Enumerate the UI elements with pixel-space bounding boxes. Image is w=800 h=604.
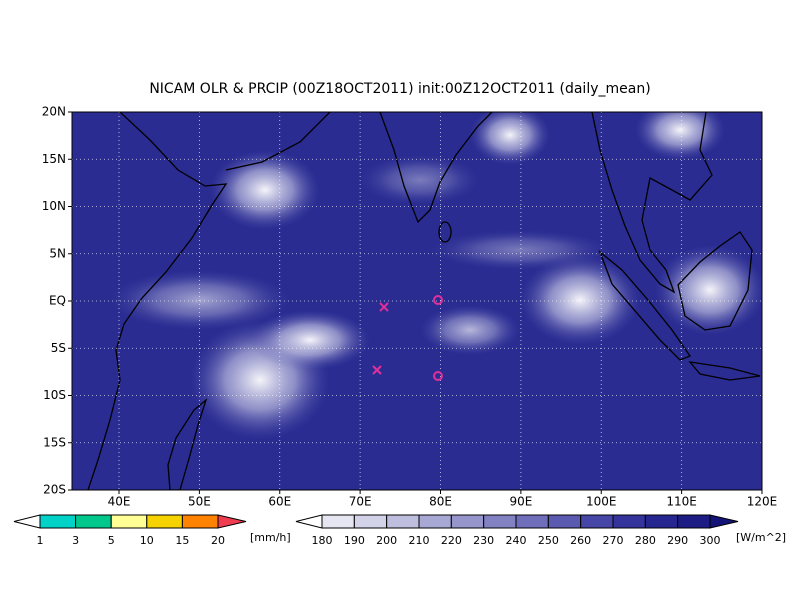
- legend-label: 190: [344, 534, 365, 547]
- lat-label: 5S: [51, 341, 66, 355]
- markers: [372, 295, 443, 381]
- legend-swatch: [450, 514, 485, 529]
- legend-label: 20: [211, 534, 225, 547]
- legend-label: 300: [700, 534, 721, 547]
- lat-label: 20N: [42, 105, 66, 119]
- legend-label: 1: [37, 534, 44, 547]
- legend-swatch: [580, 514, 614, 529]
- legend-arrow: [217, 514, 247, 529]
- legend-swatch: [418, 514, 452, 529]
- legend-swatch: [181, 514, 219, 529]
- legend-swatch: [321, 514, 355, 529]
- legend-swatch: [110, 514, 148, 529]
- legend-arrow: [13, 514, 41, 529]
- grid: [72, 112, 762, 490]
- lon-label: 60E: [268, 495, 291, 509]
- legend-swatch: [547, 514, 582, 529]
- legend-label: 180: [312, 534, 333, 547]
- legend-swatch: [353, 514, 388, 529]
- lat-label: EQ: [49, 294, 66, 308]
- lat-label: 10N: [42, 199, 66, 213]
- map: [72, 112, 762, 490]
- legend-swatch: [515, 514, 549, 529]
- legend-label: 5: [108, 534, 115, 547]
- lat-label: 15S: [43, 435, 66, 449]
- legend-label: 260: [570, 534, 591, 547]
- legend-label: 230: [473, 534, 494, 547]
- lat-label: 5N: [49, 246, 66, 260]
- legend-label: 240: [506, 534, 527, 547]
- legend-label: 280: [635, 534, 656, 547]
- legend-swatch: [612, 514, 646, 529]
- legend-label: 210: [409, 534, 430, 547]
- legend-swatch: [483, 514, 517, 529]
- legend-swatch: [644, 514, 679, 529]
- legend-label: 250: [538, 534, 559, 547]
- legend-swatch: [75, 514, 112, 529]
- lat-label: 10S: [43, 388, 66, 402]
- legend-arrow: [709, 514, 739, 529]
- lon-label: 80E: [429, 495, 452, 509]
- title: NICAM OLR & PRCIP (00Z18OCT2011) init:00…: [149, 81, 650, 97]
- lon-label: 90E: [509, 495, 532, 509]
- legend-swatch: [677, 514, 711, 529]
- lon-label: 50E: [188, 495, 211, 509]
- legend-swatch: [386, 514, 420, 529]
- legend-label: 290: [667, 534, 688, 547]
- lon-label: 70E: [349, 495, 372, 509]
- lon-label: 120E: [747, 495, 778, 509]
- legend-label: 15: [175, 534, 189, 547]
- coastlines: [87, 112, 761, 490]
- lon-label: 100E: [586, 495, 617, 509]
- lon-label: 110E: [666, 495, 697, 509]
- lat-label: 20S: [43, 483, 66, 497]
- legend-label: 200: [376, 534, 397, 547]
- legend-label: 270: [603, 534, 624, 547]
- lat-label: 15N: [42, 152, 66, 166]
- lon-label: 40E: [108, 495, 131, 509]
- legend-swatch: [39, 514, 77, 529]
- legend-label: 10: [140, 534, 154, 547]
- legend-unit: [mm/h]: [250, 531, 291, 544]
- legend-label: 3: [72, 534, 79, 547]
- legend-unit: [W/m^2]: [736, 531, 786, 544]
- legend-arrow: [295, 514, 323, 529]
- legend-swatch: [146, 514, 183, 529]
- legend-label: 220: [441, 534, 462, 547]
